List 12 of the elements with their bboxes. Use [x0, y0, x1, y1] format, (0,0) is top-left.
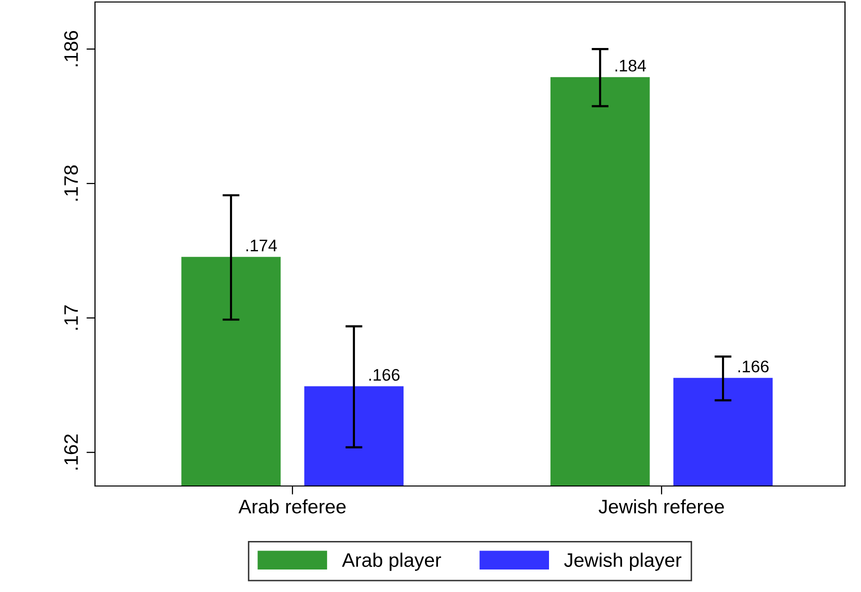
data-label: .166 [369, 368, 400, 381]
data-label: .174 [246, 240, 277, 252]
data-label: .166 [738, 360, 769, 372]
y-tick-label: .178 [64, 165, 78, 201]
y-tick-label: .186 [64, 30, 78, 66]
x-tick-label: Jewish referee [598, 499, 724, 514]
y-tick-label: .162 [64, 434, 78, 470]
data-label: .184 [616, 60, 646, 72]
legend-label: Jewish player [564, 552, 682, 571]
y-tick-label: .17 [64, 305, 78, 330]
legend-label: Arab player [342, 552, 442, 571]
x-tick-label: Arab referee [238, 499, 346, 514]
